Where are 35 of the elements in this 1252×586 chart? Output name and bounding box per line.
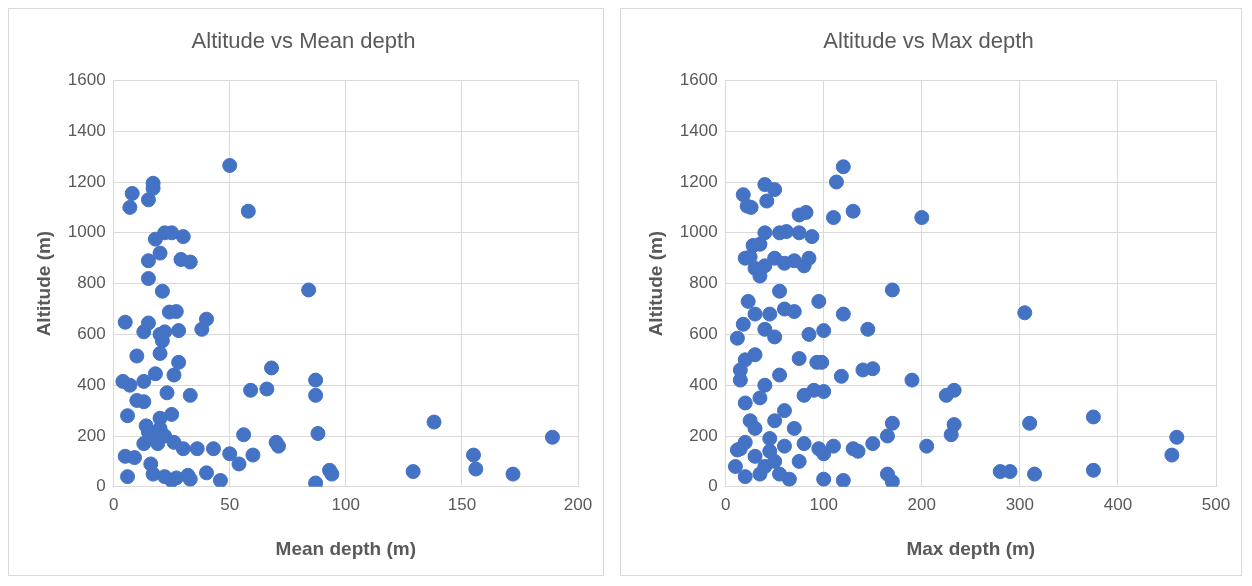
y-tick-label: 0 [708,476,718,496]
y-tick-label: 1000 [67,222,106,242]
x-tick-label: 50 [220,494,240,514]
x-tick-label: 300 [1005,494,1035,514]
y-tick-label: 600 [689,324,718,344]
y-tick-label: 0 [96,476,106,496]
y-tick-label: 1400 [679,120,718,140]
x-tick-label: 400 [1103,494,1133,514]
y-tick-label: 1000 [679,222,718,242]
y-tick-label: 1400 [67,120,106,140]
y-tick-label: 1600 [67,70,106,90]
y-tick-label: 1200 [679,171,718,191]
y-tick-label: 800 [77,273,106,293]
x-tick-label: 200 [563,494,593,514]
x-tick-label: 200 [907,494,936,514]
chart-title: Altitude vs Mean depth [191,28,416,54]
y-tick-label: 200 [77,425,106,445]
y-tick-label: 200 [689,425,718,445]
y-tick-label: 600 [77,324,106,344]
y-axis-title: Altitude (m) [644,230,666,337]
x-tick-label: 0 [720,494,731,514]
y-tick-label: 1200 [67,171,106,191]
y-tick-label: 400 [77,374,106,394]
x-tick-label: 100 [331,494,360,514]
x-tick-label: 500 [1201,494,1231,514]
y-tick-label: 400 [689,374,718,394]
x-axis-title: Max depth (m) [906,537,1036,559]
y-tick-label: 800 [689,273,718,293]
y-axis-title: Altitude (m) [32,230,54,337]
x-tick-label: 0 [108,494,119,514]
x-axis-title: Mean depth (m) [275,537,416,559]
x-tick-label: 150 [447,494,477,514]
chart-title: Altitude vs Max depth [823,28,1034,54]
y-tick-label: 1600 [679,70,718,90]
x-tick-label: 100 [809,494,838,514]
